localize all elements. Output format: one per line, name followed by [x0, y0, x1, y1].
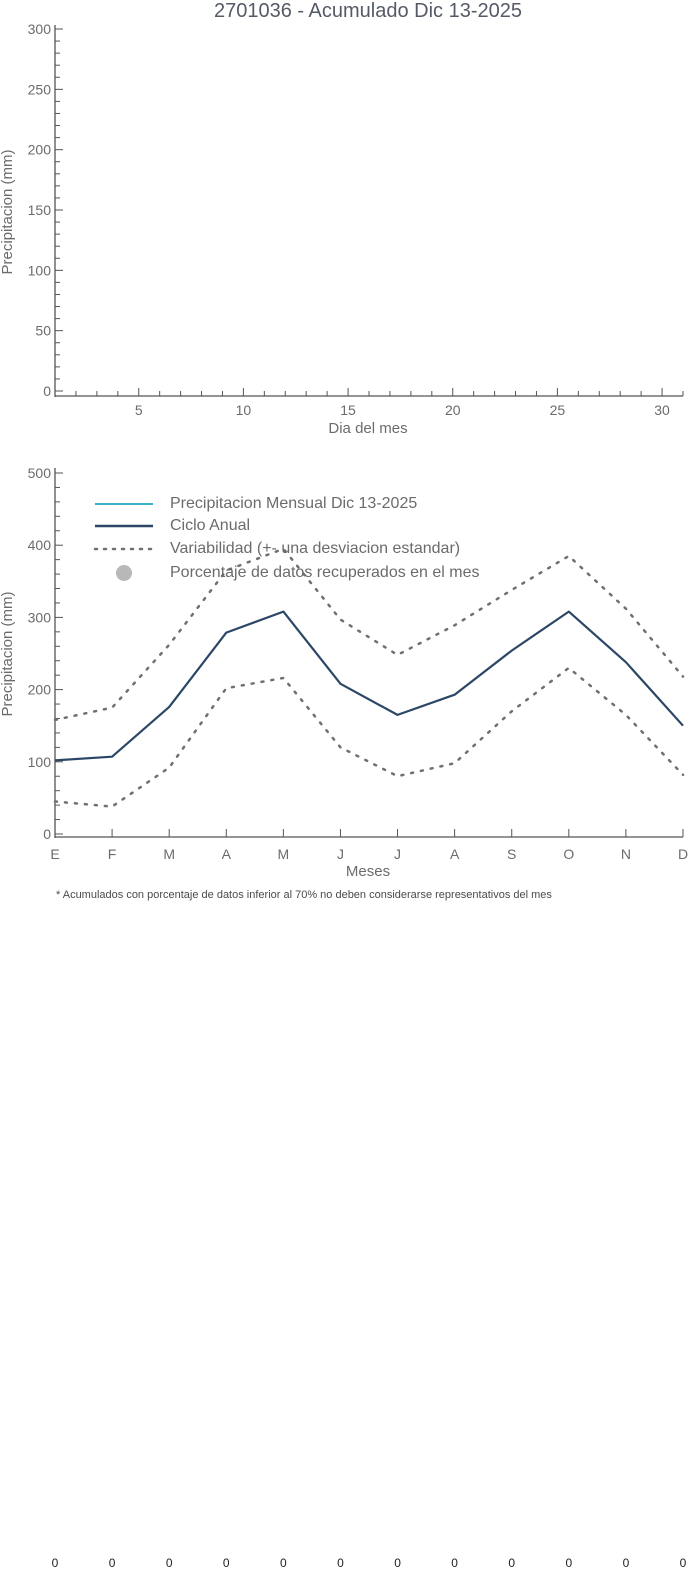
daily-y-tick-label: 0 — [43, 383, 51, 399]
daily-x-tick-label: 5 — [135, 402, 143, 418]
monthly-x-tick-label: F — [108, 846, 117, 862]
monthly-x-tick-label: D — [678, 846, 688, 862]
percent-recovered-label: 0 — [623, 1556, 630, 1570]
legend-label-percent: Porcentaje de datos recuperados en el me… — [170, 564, 480, 581]
series-line-2 — [53, 547, 685, 722]
monthly-y-tick-label: 0 — [43, 826, 51, 842]
legend-label-cycle: Ciclo Anual — [170, 517, 250, 534]
legend-label-monthly: Precipitacion Mensual Dic 13-2025 — [170, 495, 417, 512]
monthly-y-tick-label: 500 — [28, 465, 52, 481]
percent-recovered-label: 0 — [508, 1556, 515, 1570]
legend-label-variability: Variabilidad (+- una desviacion estandar… — [170, 540, 460, 557]
percent-recovered-label: 0 — [565, 1556, 572, 1570]
percent-recovered-label: 0 — [280, 1556, 287, 1570]
daily-chart: 2701036 - Acumulado Dic 13-2025 0 50 100 15… — [0, 0, 684, 437]
monthly-x-tick-label: M — [163, 846, 175, 862]
series-line-3 — [53, 666, 685, 808]
monthly-x-tick-label: O — [563, 846, 574, 862]
daily-x-tick-label: 10 — [236, 402, 252, 418]
percent-recovered-label: 0 — [223, 1556, 230, 1570]
percent-recovered-label: 0 — [52, 1556, 59, 1570]
footnote: * Acumulados con porcentaje de datos inf… — [56, 889, 552, 901]
monthly-x-tick-label: M — [278, 846, 290, 862]
monthly-chart: 0 100 200 300 400 500 E F M A M J J A S O N D Meses Prec… — [0, 465, 688, 1570]
monthly-x-tick-label: J — [337, 846, 344, 862]
monthly-y-tick-label: 400 — [28, 537, 52, 553]
monthly-y-ticks: 0 100 200 300 400 500 — [28, 465, 63, 842]
monthly-x-axis-label: Meses — [346, 863, 390, 880]
monthly-y-tick-label: 200 — [28, 682, 52, 698]
daily-x-tick-label: 25 — [550, 402, 566, 418]
monthly-y-axis-label: Precipitacion (mm) — [0, 591, 16, 716]
daily-x-tick-label: 30 — [654, 402, 670, 418]
daily-y-tick-label: 150 — [28, 202, 52, 218]
legend: Precipitacion Mensual Dic 13-2025 Ciclo … — [93, 495, 480, 581]
percent-recovered-label: 0 — [680, 1556, 687, 1570]
daily-y-tick-label: 300 — [28, 21, 52, 37]
series-line-1 — [54, 610, 684, 762]
chart-title: 2701036 - Acumulado Dic 13-2025 — [214, 0, 522, 22]
percent-recovered-label: 0 — [109, 1556, 116, 1570]
monthly-x-tick-label: E — [50, 846, 59, 862]
daily-x-ticks: 5 10 15 20 25 30 — [75, 388, 684, 418]
monthly-x-tick-label: A — [222, 846, 232, 862]
monthly-x-tick-label: S — [507, 846, 516, 862]
percent-recovered-label: 0 — [166, 1556, 173, 1570]
daily-x-tick-label: 20 — [445, 402, 461, 418]
daily-x-tick-label: 15 — [340, 402, 356, 418]
percent-recovered-label: 0 — [451, 1556, 458, 1570]
percent-recovered-label: 0 — [394, 1556, 401, 1570]
daily-y-tick-label: 50 — [35, 323, 51, 339]
monthly-series — [53, 547, 685, 808]
daily-x-axis-label: Dia del mes — [328, 420, 407, 437]
percent-recovered-row: 0 0 0 0 0 0 0 0 0 0 0 0 — [52, 1556, 687, 1570]
legend-swatch-percent — [116, 565, 132, 581]
percent-recovered-label: 0 — [337, 1556, 344, 1570]
monthly-x-tick-label: N — [621, 846, 631, 862]
daily-y-ticks: 0 50 100 150 200 250 300 — [28, 21, 63, 399]
monthly-y-tick-label: 300 — [28, 609, 52, 625]
monthly-x-tick-label: A — [450, 846, 460, 862]
monthly-y-tick-label: 100 — [28, 754, 52, 770]
daily-y-tick-label: 250 — [28, 81, 52, 97]
daily-y-tick-label: 200 — [28, 142, 52, 158]
daily-y-axis-label: Precipitacion (mm) — [0, 149, 16, 274]
monthly-x-tick-label: J — [394, 846, 401, 862]
daily-y-tick-label: 100 — [28, 262, 52, 278]
